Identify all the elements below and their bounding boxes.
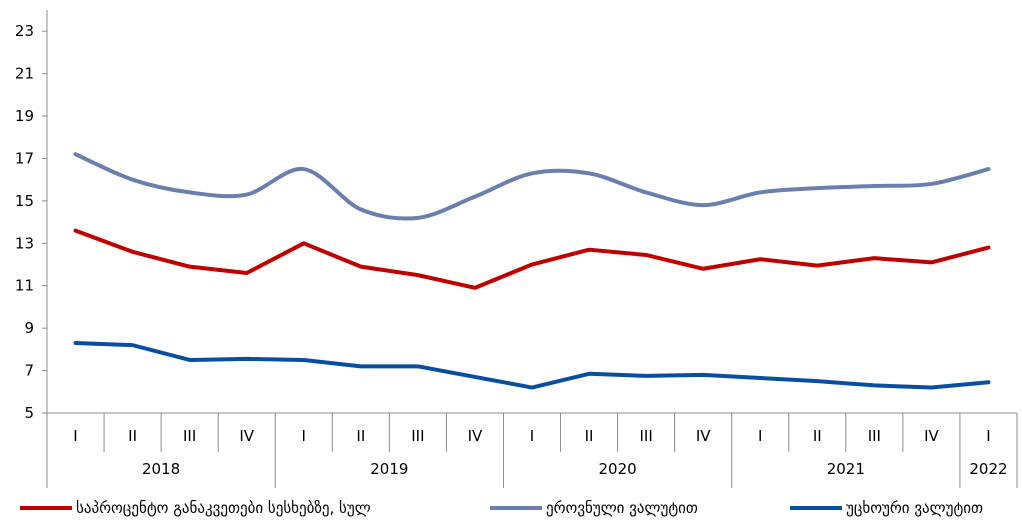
x-tick-label: II (356, 427, 365, 445)
y-tick-label: 15 (15, 192, 34, 210)
series-lines (73, 152, 991, 390)
y-axis-ticks: 5 7 9 11 13 15 17 19 21 23 (15, 22, 47, 422)
x-tick-label: IV (239, 427, 254, 445)
legend: საპროცენტო განაკვეთები სესხებზე, სულ ეროვ… (20, 499, 983, 517)
x-tick-label: I (986, 427, 990, 445)
series-line (73, 341, 991, 390)
x-tick-label: I (73, 427, 77, 445)
legend-label: საპროცენტო განაკვეთები სესხებზე, სულ (76, 499, 371, 517)
x-year-label: 2019 (370, 460, 408, 478)
y-tick-label: 9 (24, 319, 34, 337)
x-year-label: 2018 (142, 460, 180, 478)
y-tick-label: 5 (24, 404, 34, 422)
x-year-label: 2022 (969, 460, 1007, 478)
x-tick-label: III (183, 427, 196, 445)
axes (46, 10, 1017, 414)
series-line (73, 228, 991, 290)
x-tick-label: IV (468, 427, 483, 445)
x-tick-label: II (128, 427, 137, 445)
x-tick-label: III (639, 427, 652, 445)
y-tick-label: 7 (24, 362, 34, 380)
x-tick-label: IV (924, 427, 939, 445)
x-tick-label: III (868, 427, 881, 445)
x-tick-label: II (585, 427, 594, 445)
x-tick-label: III (411, 427, 424, 445)
x-tick-label: II (813, 427, 822, 445)
y-tick-label: 17 (15, 149, 34, 167)
series-line (73, 152, 991, 221)
x-tick-label: I (758, 427, 762, 445)
legend-label: ეროვნული ვალუტით (546, 499, 698, 517)
y-tick-label: 21 (15, 65, 34, 83)
x-tick-label: I (302, 427, 306, 445)
x-tick-label: I (530, 427, 534, 445)
y-tick-label: 13 (15, 234, 34, 252)
y-tick-label: 11 (15, 277, 34, 295)
x-year-label: 2020 (598, 460, 636, 478)
y-tick-label: 19 (15, 107, 34, 125)
x-tick-label: IV (696, 427, 711, 445)
y-tick-label: 23 (15, 22, 34, 40)
x-year-label: 2021 (827, 460, 865, 478)
legend-label: უცხოური ვალუტით (846, 499, 983, 517)
